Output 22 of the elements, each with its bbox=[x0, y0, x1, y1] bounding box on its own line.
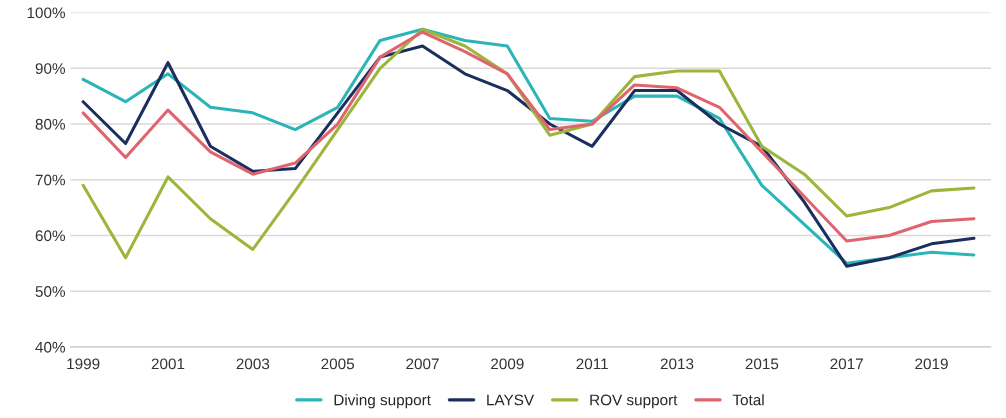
x-tick-label: 2011 bbox=[576, 358, 608, 370]
y-tick-label: 90% bbox=[35, 63, 66, 74]
legend-label: Diving support bbox=[334, 394, 431, 409]
x-tick-label: 2017 bbox=[830, 358, 863, 370]
x-tick-label: 2003 bbox=[236, 358, 270, 370]
y-tick-label: 100% bbox=[27, 7, 66, 19]
x-tick-label: 2007 bbox=[406, 358, 439, 370]
y-tick-label: 40% bbox=[35, 341, 66, 353]
x-tick-label: 2001 bbox=[151, 358, 185, 370]
legend-label: ROV support bbox=[590, 394, 678, 409]
legend-label: Total bbox=[732, 394, 764, 406]
x-tick-label: 2015 bbox=[745, 358, 779, 370]
x-tick-label: 2019 bbox=[915, 358, 948, 370]
x-tick-label: 1999 bbox=[67, 358, 100, 370]
y-tick-label: 50% bbox=[35, 286, 66, 297]
x-tick-label: 2009 bbox=[491, 358, 524, 370]
x-tick-label: 2013 bbox=[660, 358, 694, 370]
y-tick-label: 70% bbox=[35, 174, 66, 186]
y-tick-label: 80% bbox=[35, 118, 66, 130]
y-tick-label: 60% bbox=[35, 230, 66, 242]
legend-label: LAYSV bbox=[487, 394, 535, 406]
x-tick-label: 2005 bbox=[321, 358, 355, 370]
